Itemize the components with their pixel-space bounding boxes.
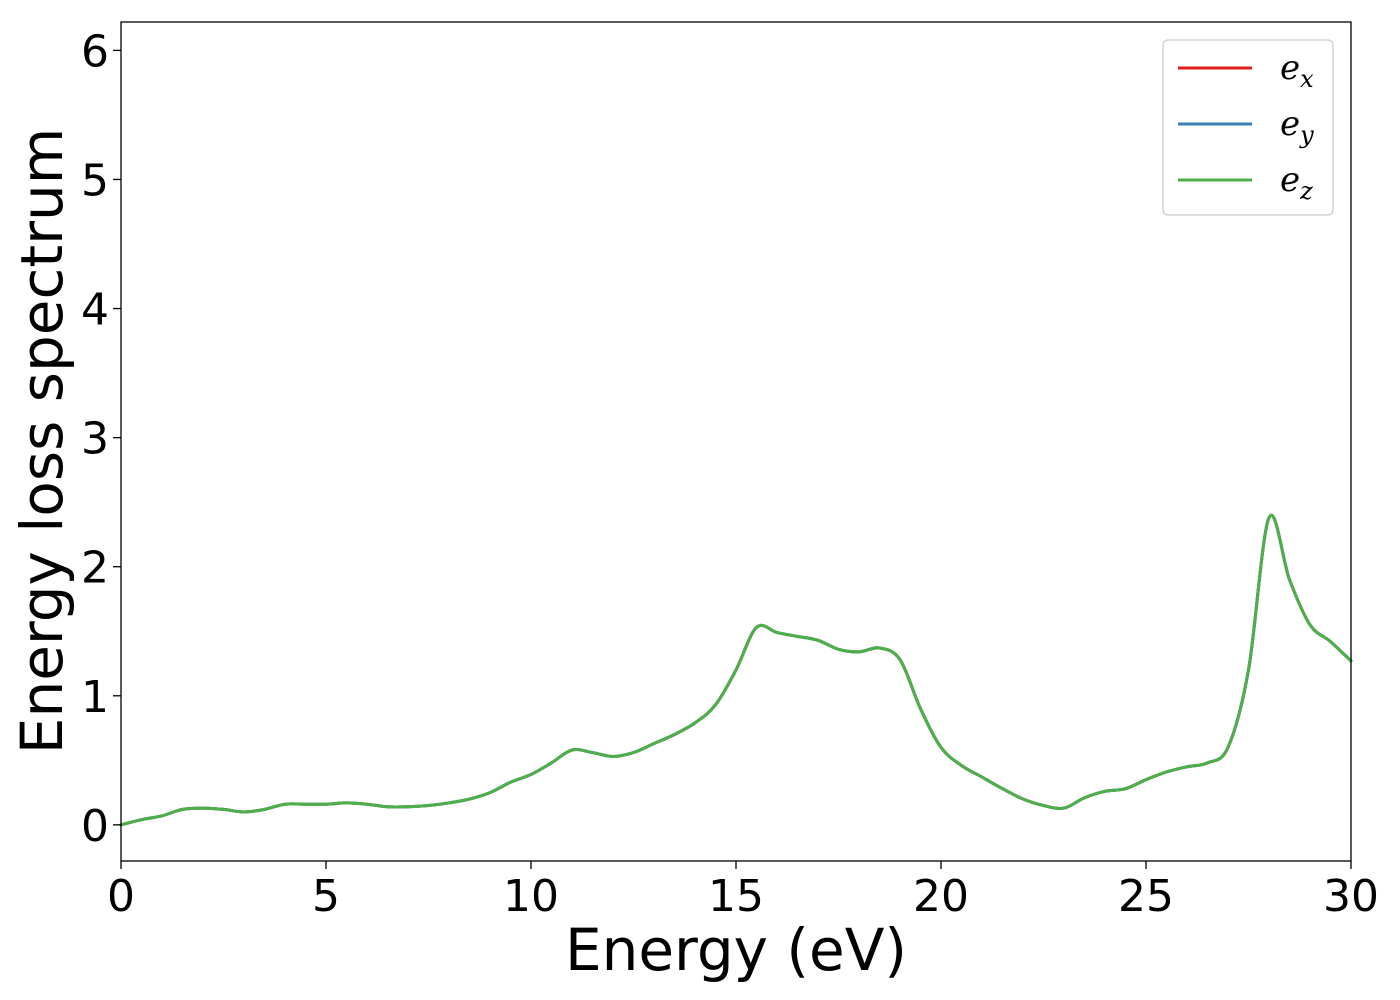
y-tick-label: 6 [81, 26, 109, 77]
legend-box [1162, 39, 1334, 216]
x-tick-label: 0 [107, 871, 135, 922]
y-tick-label: 1 [81, 672, 109, 723]
y-axis-title: Energy loss spectrum [8, 128, 76, 754]
series-layer [119, 513, 1353, 827]
x-axis-title: Energy (eV) [565, 916, 907, 984]
y-tick-label: 4 [81, 285, 109, 336]
x-tick-label: 10 [503, 871, 559, 922]
axis-ticks: 0 5 10 15 20 25 30 0 1 2 3 4 5 6 [81, 26, 1379, 922]
legend-label-e-x: ex [1280, 48, 1314, 93]
x-tick-label: 25 [1118, 871, 1174, 922]
y-tick-label: 3 [81, 414, 109, 465]
legend-label-e-z: ez [1280, 160, 1313, 205]
x-tick-label: 30 [1323, 871, 1379, 922]
y-tick-label: 0 [81, 801, 109, 852]
y-tick-label: 2 [81, 543, 109, 594]
legend: ex ey ez [1162, 39, 1334, 216]
series-line-e-z [119, 513, 1353, 827]
x-tick-label: 5 [312, 871, 340, 922]
legend-label-e-y: ey [1280, 104, 1314, 149]
x-tick-label: 15 [708, 871, 764, 922]
y-tick-label: 5 [81, 155, 109, 206]
x-tick-label: 20 [913, 871, 969, 922]
